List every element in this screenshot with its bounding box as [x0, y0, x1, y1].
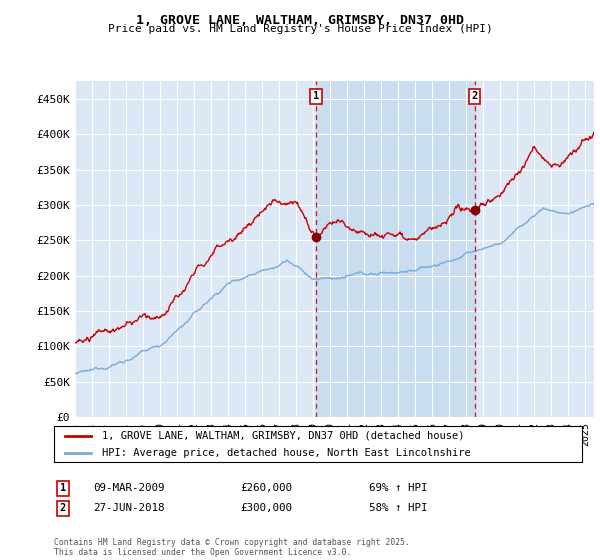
Text: 2: 2	[60, 503, 66, 514]
Text: £260,000: £260,000	[240, 483, 292, 493]
Text: 69% ↑ HPI: 69% ↑ HPI	[369, 483, 427, 493]
Text: 1: 1	[313, 91, 319, 101]
Text: HPI: Average price, detached house, North East Lincolnshire: HPI: Average price, detached house, Nort…	[101, 448, 470, 458]
Text: Contains HM Land Registry data © Crown copyright and database right 2025.
This d: Contains HM Land Registry data © Crown c…	[54, 538, 410, 557]
Text: 1: 1	[60, 483, 66, 493]
Text: 27-JUN-2018: 27-JUN-2018	[93, 503, 164, 514]
Text: 09-MAR-2009: 09-MAR-2009	[93, 483, 164, 493]
Text: Price paid vs. HM Land Registry's House Price Index (HPI): Price paid vs. HM Land Registry's House …	[107, 24, 493, 34]
Text: 2: 2	[472, 91, 478, 101]
Text: 1, GROVE LANE, WALTHAM, GRIMSBY, DN37 0HD: 1, GROVE LANE, WALTHAM, GRIMSBY, DN37 0H…	[136, 14, 464, 27]
Text: 58% ↑ HPI: 58% ↑ HPI	[369, 503, 427, 514]
Bar	[316, 81, 475, 417]
Text: £300,000: £300,000	[240, 503, 292, 514]
Text: 1, GROVE LANE, WALTHAM, GRIMSBY, DN37 0HD (detached house): 1, GROVE LANE, WALTHAM, GRIMSBY, DN37 0H…	[101, 431, 464, 441]
